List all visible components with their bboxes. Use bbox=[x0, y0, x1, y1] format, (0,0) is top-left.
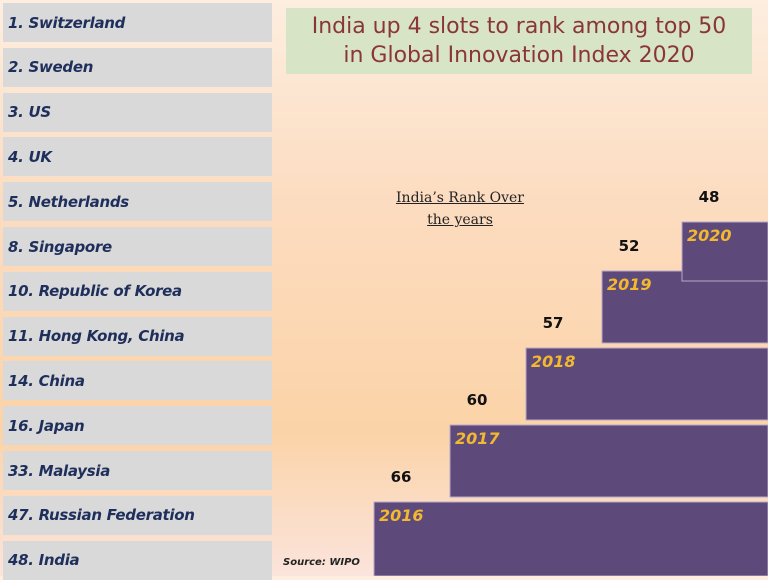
value-label: 57 bbox=[543, 314, 564, 332]
chart-title-line-2: the years bbox=[427, 212, 493, 228]
country-rank-item: 2. Sweden bbox=[3, 47, 272, 87]
country-rank-item: 48. India bbox=[3, 540, 272, 580]
category-label: 2020 bbox=[687, 226, 732, 245]
title-line-1: India up 4 slots to rank among top 50 bbox=[311, 14, 727, 39]
country-rank-item: 1. Switzerland bbox=[3, 3, 272, 42]
value-label: 52 bbox=[619, 237, 640, 255]
page-title: India up 4 slots to rank among top 50 in… bbox=[286, 8, 752, 74]
country-rank-item: 14. China bbox=[3, 361, 272, 401]
country-rank-item: 10. Republic of Korea bbox=[3, 271, 272, 311]
bar-2017 bbox=[449, 424, 768, 498]
title-line-2: in Global Innovation Index 2020 bbox=[343, 43, 695, 68]
country-rank-item: 3. US bbox=[3, 92, 272, 132]
country-rank-item: 16. Japan bbox=[3, 406, 272, 446]
country-rank-item: 4. UK bbox=[3, 137, 272, 177]
category-label: 2018 bbox=[531, 352, 576, 371]
source-note: Source: WIPO bbox=[283, 557, 360, 568]
category-label: 2019 bbox=[607, 275, 652, 294]
value-label: 66 bbox=[391, 468, 412, 486]
category-label: 2017 bbox=[455, 429, 500, 448]
bar-2020 bbox=[681, 221, 768, 282]
value-label: 48 bbox=[699, 188, 720, 206]
category-label: 2016 bbox=[379, 506, 424, 525]
bar-2016 bbox=[373, 501, 768, 576]
chart-title-line-1: India’s Rank Over bbox=[396, 190, 524, 206]
bar-2019 bbox=[601, 270, 768, 344]
chart-title: India’s Rank Over the years bbox=[380, 187, 540, 231]
bar-2018 bbox=[525, 347, 768, 421]
country-rank-item: 8. Singapore bbox=[3, 227, 272, 266]
country-rank-item: 5. Netherlands bbox=[3, 182, 272, 222]
value-label: 60 bbox=[467, 391, 488, 409]
country-rank-item: 47. Russian Federation bbox=[3, 495, 272, 535]
country-rank-item: 11. Hong Kong, China bbox=[3, 316, 272, 356]
country-rank-list: 1. Switzerland 2. Sweden 3. US 4. UK 5. Neth… bbox=[0, 0, 276, 580]
country-rank-item: 33. Malaysia bbox=[3, 451, 272, 490]
